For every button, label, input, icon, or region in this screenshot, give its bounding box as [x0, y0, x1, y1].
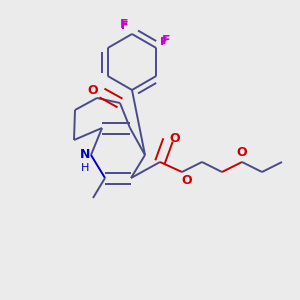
Text: F: F: [121, 21, 129, 31]
Text: O: O: [88, 83, 98, 97]
Text: H: H: [81, 163, 89, 173]
Text: F: F: [120, 19, 128, 32]
Text: N: N: [80, 148, 90, 161]
Text: O: O: [170, 131, 180, 145]
Text: F: F: [162, 34, 170, 47]
Text: F: F: [160, 37, 168, 47]
Text: O: O: [237, 146, 247, 158]
Text: O: O: [182, 173, 192, 187]
